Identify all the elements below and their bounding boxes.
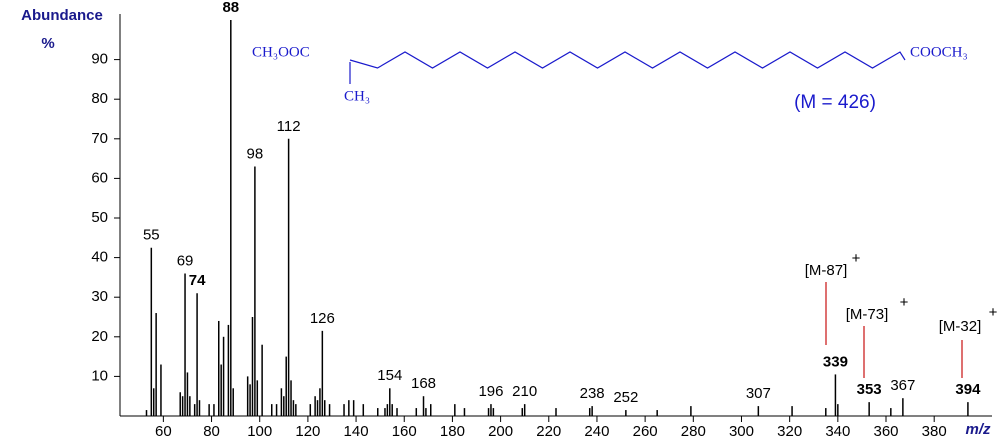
annotation-sup: + bbox=[852, 250, 861, 267]
x-tick-label: 240 bbox=[584, 423, 609, 440]
x-tick-label: 220 bbox=[536, 423, 561, 440]
x-tick-label: 100 bbox=[247, 423, 272, 440]
annotation: [M-73] bbox=[846, 306, 889, 323]
peak-label: 210 bbox=[512, 383, 537, 400]
x-tick-label: 200 bbox=[488, 423, 513, 440]
peak-label: 88 bbox=[222, 0, 239, 16]
peak-label: 394 bbox=[955, 381, 981, 398]
y-axis-unit: % bbox=[41, 35, 54, 52]
peak-label: 196 bbox=[478, 383, 503, 400]
annotation: [M-87] bbox=[805, 262, 848, 279]
y-tick-label: 80 bbox=[91, 90, 108, 107]
peak-label: 98 bbox=[247, 145, 264, 162]
annotation-sup: + bbox=[900, 294, 909, 311]
y-tick-label: 20 bbox=[91, 328, 108, 345]
x-tick-label: 320 bbox=[777, 423, 802, 440]
x-tick-label: 60 bbox=[155, 423, 172, 440]
peak-label: 74 bbox=[189, 272, 206, 289]
annotation-sup: + bbox=[989, 304, 998, 321]
structure-left: CH₃OOC bbox=[252, 44, 310, 60]
y-tick-label: 60 bbox=[91, 169, 108, 186]
x-tick-label: 340 bbox=[825, 423, 850, 440]
y-tick-label: 70 bbox=[91, 130, 108, 147]
y-axis-label: Abundance bbox=[21, 7, 103, 24]
x-tick-label: 120 bbox=[295, 423, 320, 440]
peak-label: 55 bbox=[143, 227, 160, 244]
x-tick-label: 160 bbox=[392, 423, 417, 440]
peak-label: 154 bbox=[377, 367, 402, 384]
structure-branch: CH₃ bbox=[344, 88, 370, 104]
peak-label: 126 bbox=[310, 310, 335, 327]
peak-label: 112 bbox=[277, 118, 301, 135]
structure-right: COOCH₃ bbox=[910, 44, 968, 60]
y-tick-label: 10 bbox=[91, 367, 108, 384]
annotation: [M-32] bbox=[939, 318, 982, 335]
structure-chain bbox=[349, 51, 906, 69]
x-tick-label: 140 bbox=[344, 423, 369, 440]
y-tick-label: 50 bbox=[91, 209, 108, 226]
y-tick-label: 30 bbox=[91, 288, 108, 305]
peak-label: 353 bbox=[857, 381, 882, 398]
peak-label: 307 bbox=[746, 385, 771, 402]
peak-label: 168 bbox=[411, 375, 436, 392]
x-tick-label: 80 bbox=[203, 423, 220, 440]
peak-label: 367 bbox=[890, 377, 915, 394]
x-tick-label: 260 bbox=[633, 423, 658, 440]
x-tick-label: 180 bbox=[440, 423, 465, 440]
peak-label: 69 bbox=[177, 252, 194, 269]
molecular-ion: (M = 426) bbox=[794, 92, 876, 113]
peak-label: 238 bbox=[580, 385, 605, 402]
x-tick-label: 300 bbox=[729, 423, 754, 440]
x-axis-label: m/z bbox=[965, 421, 991, 438]
peak-label: 252 bbox=[613, 389, 638, 406]
y-tick-label: 90 bbox=[91, 51, 108, 68]
peak-label: 339 bbox=[823, 353, 848, 370]
x-tick-label: 360 bbox=[873, 423, 898, 440]
x-tick-label: 280 bbox=[681, 423, 706, 440]
y-tick-label: 40 bbox=[91, 249, 108, 266]
x-tick-label: 380 bbox=[922, 423, 947, 440]
